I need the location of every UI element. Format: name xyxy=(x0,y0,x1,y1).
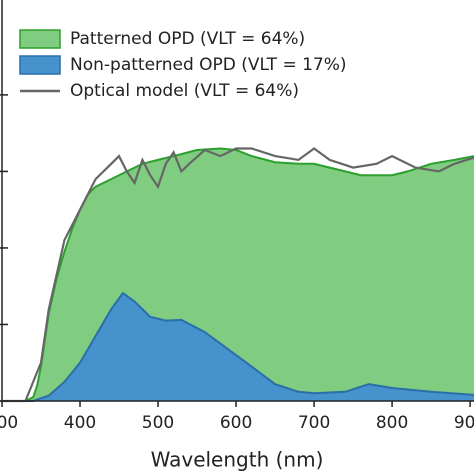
area-edge xyxy=(2,291,474,402)
line xyxy=(2,147,474,403)
x-tick-label: 500 xyxy=(142,413,174,433)
area xyxy=(2,293,474,401)
x-tick-label: 600 xyxy=(220,413,252,433)
x-tick-label: 900 xyxy=(454,413,474,433)
legend-label: Non-patterned OPD (VLT = 17%) xyxy=(70,55,347,75)
x-axis-label: Wavelength (nm) xyxy=(151,448,324,472)
x-tick-label: 300 xyxy=(0,413,18,433)
legend-label: Optical model (VLT = 64%) xyxy=(70,81,299,101)
x-tick-label: 400 xyxy=(64,413,96,433)
x-tick-label: 700 xyxy=(298,413,330,433)
x-tick-label: 800 xyxy=(376,413,408,433)
legend-swatch xyxy=(19,29,61,49)
legend-swatch xyxy=(19,55,61,75)
legend-label: Patterned OPD (VLT = 64%) xyxy=(70,29,305,49)
